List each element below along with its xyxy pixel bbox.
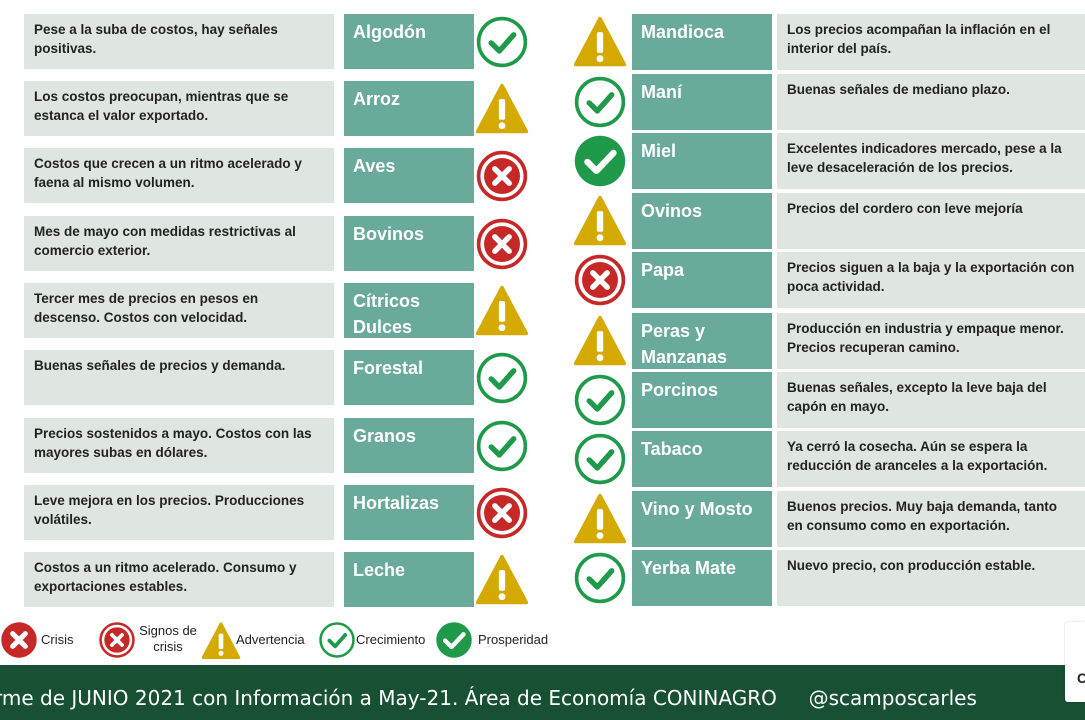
growth-check-icon: [573, 551, 627, 605]
sector-name: Bovinos: [344, 216, 474, 271]
prosperity-check-icon: [573, 134, 627, 188]
legend-label: Crisis: [41, 632, 74, 647]
row-description: Ya cerró la cosecha. Aún se espera la re…: [777, 431, 1085, 487]
sector-name: Maní: [632, 74, 772, 130]
sector-name: Cítricos Dulces: [344, 283, 474, 338]
growth-check-icon: [573, 432, 627, 486]
sector-name: Aves: [344, 148, 474, 203]
sector-name: Hortalizas: [344, 485, 474, 540]
row-description: Los costos preocupan, mientras que se es…: [24, 81, 334, 136]
sector-name: Ovinos: [632, 193, 772, 249]
crisis-signs-icon: [573, 253, 627, 307]
sector-name: Peras y Manzanas: [632, 313, 772, 369]
crisis-signs-icon: [475, 486, 529, 540]
legend-label: Prosperidad: [478, 632, 549, 647]
row-description: Precios sostenidos a mayo. Costos con la…: [24, 418, 334, 473]
row-description: Buenas señales, excepto la leve baja del…: [777, 372, 1085, 428]
prosperity-check-icon: [435, 621, 473, 659]
growth-check-icon: [475, 419, 529, 473]
growth-check-icon: [475, 351, 529, 405]
sector-name: Yerba Mate: [632, 550, 772, 606]
sector-name: Miel: [632, 133, 772, 189]
sector-name: Arroz: [344, 81, 474, 136]
sector-name: Leche: [344, 552, 474, 607]
row-description: Costos a un ritmo acelerado. Consumo y e…: [24, 552, 334, 607]
row-description: Buenos precios. Muy baja demanda, tanto …: [777, 491, 1085, 547]
sector-name: Forestal: [344, 350, 474, 405]
sector-name: Vino y Mosto: [632, 491, 772, 547]
logo: C: [1065, 622, 1085, 702]
legend-label: Advertencia: [236, 632, 305, 647]
row-description: Los precios acompañan la inflación en el…: [777, 14, 1085, 70]
row-description: Leve mejora en los precios. Producciones…: [24, 485, 334, 540]
warning-icon: [573, 314, 627, 368]
crisis-signs-icon: [475, 149, 529, 203]
sector-name: Granos: [344, 418, 474, 473]
growth-check-icon: [573, 373, 627, 427]
row-description: Precios del cordero con leve mejoría: [777, 193, 1085, 249]
footer-bar: rme de JUNIO 2021 con Información a May-…: [0, 665, 1085, 720]
row-description: Pese a la suba de costos, hay señales po…: [24, 14, 334, 69]
crisis-icon: [0, 621, 38, 659]
row-description: Precios siguen a la baja y la exportació…: [777, 252, 1085, 308]
warning-icon: [201, 621, 241, 661]
row-description: Buenas señales de precios y demanda.: [24, 350, 334, 405]
warning-icon: [475, 284, 529, 338]
crisis-signs-icon: [475, 217, 529, 271]
logo-letter: C: [1077, 670, 1085, 686]
row-description: Buenas señales de mediano plazo.: [777, 74, 1085, 130]
growth-check-icon: [318, 621, 356, 659]
growth-check-icon: [475, 15, 529, 69]
sector-name: Porcinos: [632, 372, 772, 428]
warning-icon: [573, 492, 627, 546]
row-description: Nuevo precio, con producción estable.: [777, 550, 1085, 606]
row-description: Excelentes indicadores mercado, pese a l…: [777, 133, 1085, 189]
growth-check-icon: [573, 75, 627, 129]
sector-name: Mandioca: [632, 14, 772, 70]
row-description: Mes de mayo con medidas restrictivas al …: [24, 216, 334, 271]
sector-name: Papa: [632, 252, 772, 308]
crisis-signs-icon: [98, 621, 136, 659]
row-description: Costos que crecen a un ritmo acelerado y…: [24, 148, 334, 203]
warning-icon: [573, 194, 627, 248]
legend-label: Signos de crisis: [139, 623, 197, 654]
warning-icon: [475, 553, 529, 607]
row-description: Tercer mes de precios en pesos en descen…: [24, 283, 334, 338]
sector-name: Algodón: [344, 14, 474, 69]
footer-text: rme de JUNIO 2021 con Información a May-…: [0, 686, 977, 710]
warning-icon: [573, 15, 627, 69]
sector-name: Tabaco: [632, 431, 772, 487]
legend: Crisis Signos de crisis Advertencia Crecimi…: [0, 617, 600, 663]
warning-icon: [475, 82, 529, 136]
legend-label: Crecimiento: [356, 632, 426, 647]
row-description: Producción en industria y empaque menor.…: [777, 313, 1085, 369]
